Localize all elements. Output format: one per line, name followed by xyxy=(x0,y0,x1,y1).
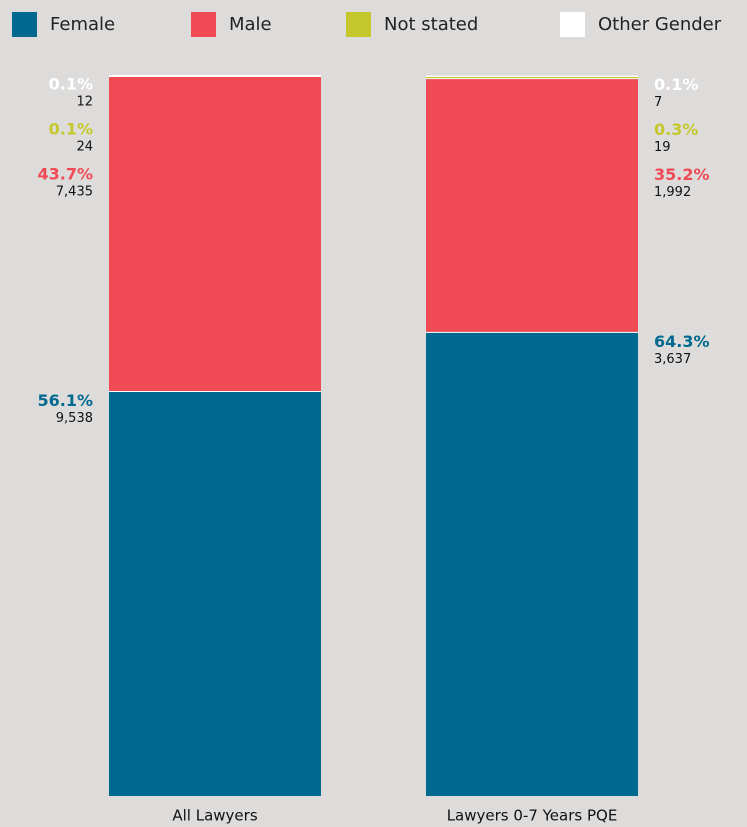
bar-segment xyxy=(426,78,638,333)
legend-label: Female xyxy=(50,14,115,35)
value-label: 0.1% xyxy=(654,75,698,94)
bar-segment xyxy=(426,332,638,796)
x-tick-label: All Lawyers xyxy=(172,807,257,825)
count-label: 12 xyxy=(76,95,93,110)
value-label: 35.2% xyxy=(654,165,710,184)
value-label: 64.3% xyxy=(654,332,710,351)
value-label: 0.1% xyxy=(49,120,93,139)
value-label: 0.3% xyxy=(654,120,698,139)
legend-swatch xyxy=(12,12,37,37)
x-tick-label: Lawyers 0-7 Years PQE xyxy=(447,807,618,825)
value-label: 43.7% xyxy=(37,165,93,184)
count-label: 19 xyxy=(654,140,671,155)
legend-swatch xyxy=(560,12,585,37)
value-label: 56.1% xyxy=(37,391,93,410)
legend-label: Not stated xyxy=(384,14,478,35)
bar-segment xyxy=(109,76,321,392)
count-label: 24 xyxy=(76,140,93,155)
count-label: 1,992 xyxy=(654,185,691,200)
count-label: 9,538 xyxy=(56,411,93,426)
legend-swatch xyxy=(191,12,216,37)
bar-segment xyxy=(109,391,321,796)
count-label: 7 xyxy=(654,95,662,110)
value-label: 0.1% xyxy=(49,75,93,94)
bar-segment xyxy=(426,76,638,79)
count-label: 3,637 xyxy=(654,352,691,367)
legend-label: Male xyxy=(229,14,272,35)
count-label: 7,435 xyxy=(56,185,93,200)
legend-label: Other Gender xyxy=(598,14,722,35)
legend-swatch xyxy=(346,12,371,37)
